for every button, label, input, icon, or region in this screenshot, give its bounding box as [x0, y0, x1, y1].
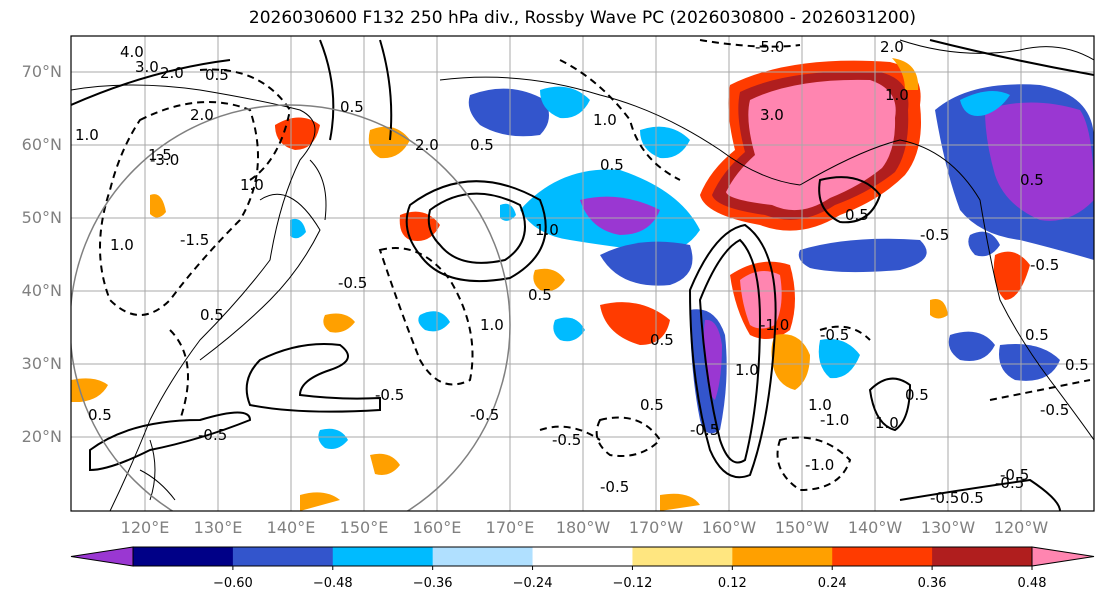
contour-label: 0.5 [640, 396, 664, 414]
contour-label: 1.0 [593, 111, 617, 129]
contour-label: 1.0 [875, 414, 899, 432]
contour-label: 0.5 [845, 206, 869, 224]
lon-label-150e: 150°E [339, 518, 389, 537]
range-circle [71, 104, 511, 511]
contour-label: 2.0 [190, 106, 214, 124]
contour-label: -1.5 [180, 231, 209, 249]
contour-labels: 4.0 3.0 2.0 -5.0 2.0 1.0 0.5 0.5 2.0 1.0… [75, 38, 1089, 507]
contour-label: -0.5 [1000, 466, 1029, 484]
contour-label: 0.5 [650, 331, 674, 349]
plot-frame [70, 35, 1095, 512]
colorbar-tick-label: 0.12 [717, 576, 747, 591]
contour-label: 0.5 [905, 386, 929, 404]
lon-label-120w: 120°W [993, 518, 1049, 537]
colorbar-tick-label: −0.12 [612, 576, 653, 591]
colorbar-tick-label: 0.48 [1017, 576, 1047, 591]
lat-label-40: 40°N [21, 281, 62, 300]
contour-label: 1.0 [735, 361, 759, 379]
contour-label: 2.0 [415, 136, 439, 154]
contour-label: -1.0 [760, 316, 789, 334]
contour-label: 1.0 [110, 236, 134, 254]
coastlines [71, 39, 1094, 511]
colorbar-tick-label: 0.24 [817, 576, 847, 591]
lon-label-120e: 120°E [120, 518, 170, 537]
contour-label: 1.0 [75, 126, 99, 144]
contour-label: -0.5 [198, 426, 227, 444]
contour-label: -0.5 [1040, 401, 1069, 419]
contour-label: -0.5 [1030, 256, 1059, 274]
contour-label: -0.5 [600, 478, 629, 496]
contour-label: 4.0 [120, 43, 144, 61]
contour-label: 3.0 [135, 58, 159, 76]
contour-label: -0.5 [920, 226, 949, 244]
contour-label: -0.5 [552, 431, 581, 449]
contour-label: 1.0 [240, 176, 264, 194]
lat-label-60: 60°N [21, 135, 62, 154]
contour-label: 0.5 [1065, 356, 1089, 374]
map-title: 2026030600 F132 250 hPa div., Rossby Wav… [248, 8, 917, 28]
contour-label: 0.5 [1025, 326, 1049, 344]
lon-label-130w: 130°W [920, 518, 976, 537]
lon-label-130e: 130°E [193, 518, 243, 537]
lat-label-70: 70°N [21, 62, 62, 81]
contour-label: -0.5 [690, 421, 719, 439]
contour-label: 0.5 [200, 306, 224, 324]
contour-label: -0.5 [338, 274, 367, 292]
contour-label: -0.5 [375, 386, 404, 404]
colorbar-tick-label: −0.60 [212, 576, 253, 591]
contours [71, 39, 1094, 511]
colorbar-tick-label: −0.48 [312, 576, 353, 591]
lon-label-140w: 140°W [847, 518, 903, 537]
lat-label-30: 30°N [21, 354, 62, 373]
contour-label: 2.0 [160, 64, 184, 82]
contour-label: -0.5 [820, 326, 849, 344]
lon-label-150w: 150°W [774, 518, 830, 537]
contour-label: 1.0 [885, 86, 909, 104]
contour-label: 0.5 [88, 406, 112, 424]
colorbar-tick-label: −0.36 [412, 576, 453, 591]
contour-label: 0.5 [600, 156, 624, 174]
contour-label: -0.5 [930, 489, 959, 507]
contour-label: 0.5 [205, 66, 229, 84]
contour-label: -1.0 [805, 456, 834, 474]
lon-label-170w: 170°W [628, 518, 684, 537]
contour-label: 1.5 [148, 146, 172, 164]
lat-label-20: 20°N [21, 427, 62, 446]
contour-label: 0.5 [960, 489, 984, 507]
contour-label: -3.0 [150, 151, 179, 169]
contour-label: 0.5 [1020, 171, 1044, 189]
contour-label: -5.0 [755, 38, 784, 56]
colorbar-tick-label: 0.36 [917, 576, 947, 591]
contour-label: -0.5 [995, 474, 1024, 492]
lon-label-180w: 180°W [555, 518, 611, 537]
lon-label-160w: 160°W [701, 518, 757, 537]
contour-label: 1.0 [808, 396, 832, 414]
lon-label-160e: 160°E [412, 518, 462, 537]
contour-label: 1.0 [480, 316, 504, 334]
lat-label-50: 50°N [21, 208, 62, 227]
contour-label: 0.5 [470, 136, 494, 154]
contour-label: -0.5 [470, 406, 499, 424]
contour-label: 0.5 [340, 98, 364, 116]
contour-label: 3.0 [760, 106, 784, 124]
colorbar-tick-label: −0.24 [512, 576, 553, 591]
contour-label: 0.5 [528, 286, 552, 304]
lon-label-140e: 140°E [266, 518, 316, 537]
lon-label-170e: 170°E [485, 518, 535, 537]
negative-contours [99, 39, 1091, 492]
divergence-shading [71, 58, 1094, 511]
contour-label: 2.0 [880, 38, 904, 56]
contour-label: 1.0 [535, 221, 559, 239]
contour-label: -1.0 [820, 411, 849, 429]
